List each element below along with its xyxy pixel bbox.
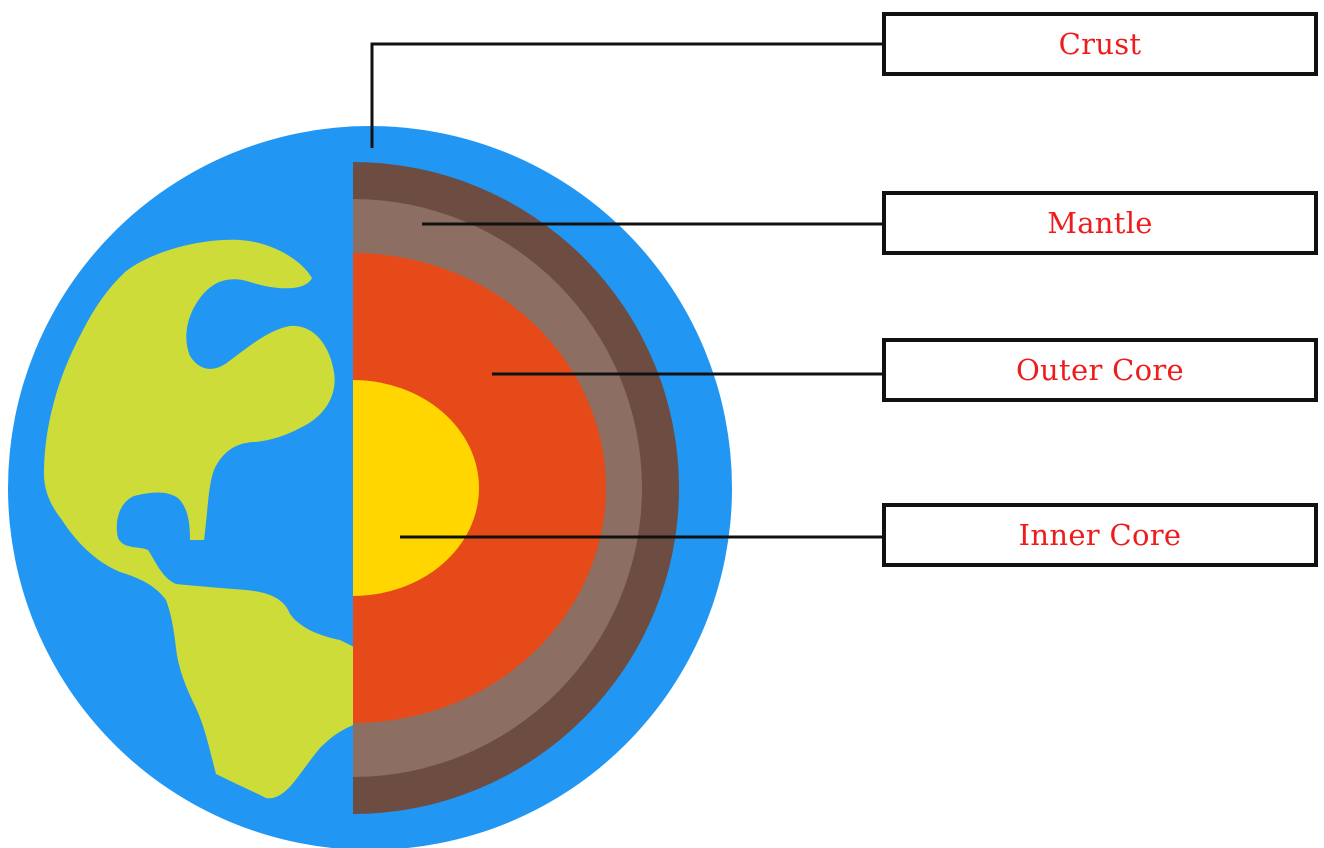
mantle-label: Mantle: [1047, 206, 1153, 240]
inner-core-layer: [353, 380, 479, 596]
mantle-label-box: Mantle: [882, 191, 1318, 255]
crust-leader-line: [370, 42, 884, 148]
inner-core-label: Inner Core: [1018, 518, 1182, 552]
outer-core-label-box: Outer Core: [882, 338, 1318, 402]
crust-label: Crust: [1058, 27, 1142, 61]
inner-core-label-box: Inner Core: [882, 503, 1318, 567]
continent-landmass: [44, 239, 356, 799]
crust-label-box: Crust: [882, 12, 1318, 76]
outer-core-layer: [353, 253, 606, 723]
outer-core-label: Outer Core: [1015, 353, 1185, 387]
